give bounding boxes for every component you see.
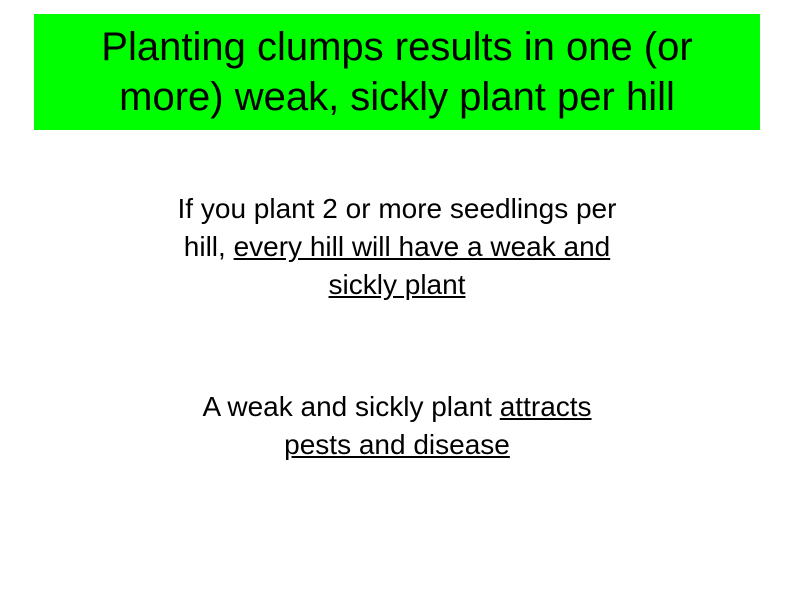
body-paragraph-2: A weak and sickly plant attracts pests a… (170, 388, 624, 464)
slide-title: Planting clumps results in one (or more)… (54, 22, 740, 122)
body-paragraph-1: If you plant 2 or more seedlings per hil… (170, 190, 624, 303)
body-1-underlined: every hill will have a weak and sickly p… (234, 231, 611, 300)
body-2-prefix: A weak and sickly plant (202, 391, 499, 422)
title-container: Planting clumps results in one (or more)… (34, 14, 760, 130)
